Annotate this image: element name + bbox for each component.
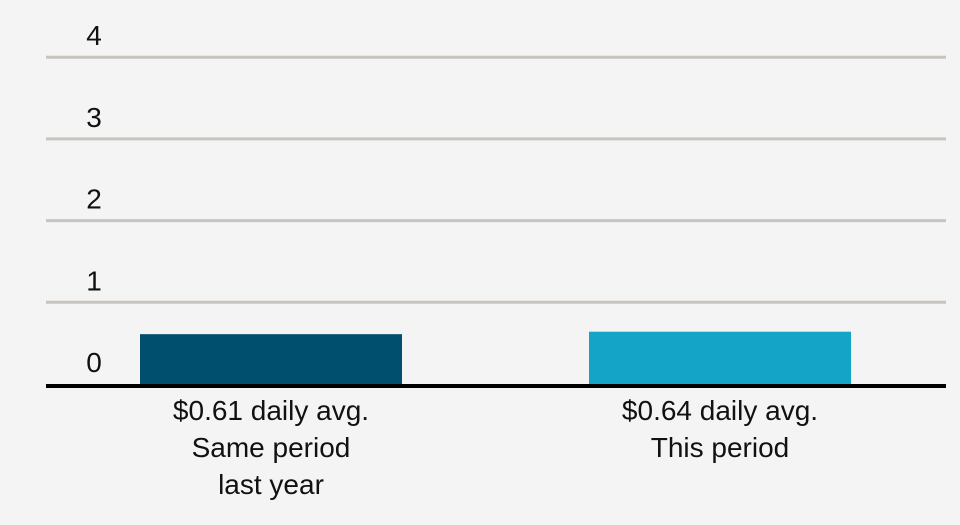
gridlines (46, 55, 946, 304)
bars (140, 331, 851, 384)
y-axis-ticks: 0 1 2 3 4 (86, 20, 102, 378)
category-labels: $0.61 daily avg. Same period last year $0.6… (173, 395, 818, 500)
category-label-1-line-1: $0.61 daily avg. (173, 395, 369, 426)
y-tick-label-1: 1 (86, 265, 102, 296)
category-label-2-line-2: This period (651, 432, 790, 463)
category-label-1-line-3: last year (218, 469, 324, 500)
y-tick-label-4: 4 (86, 20, 102, 51)
bar-2 (589, 331, 851, 384)
category-label-2-line-1: $0.64 daily avg. (622, 395, 818, 426)
category-label-1-line-2: Same period (192, 432, 351, 463)
bar-1 (140, 334, 402, 384)
y-tick-label-2: 2 (86, 184, 102, 215)
y-tick-label-0: 0 (86, 347, 102, 378)
y-tick-label-3: 3 (86, 102, 102, 133)
